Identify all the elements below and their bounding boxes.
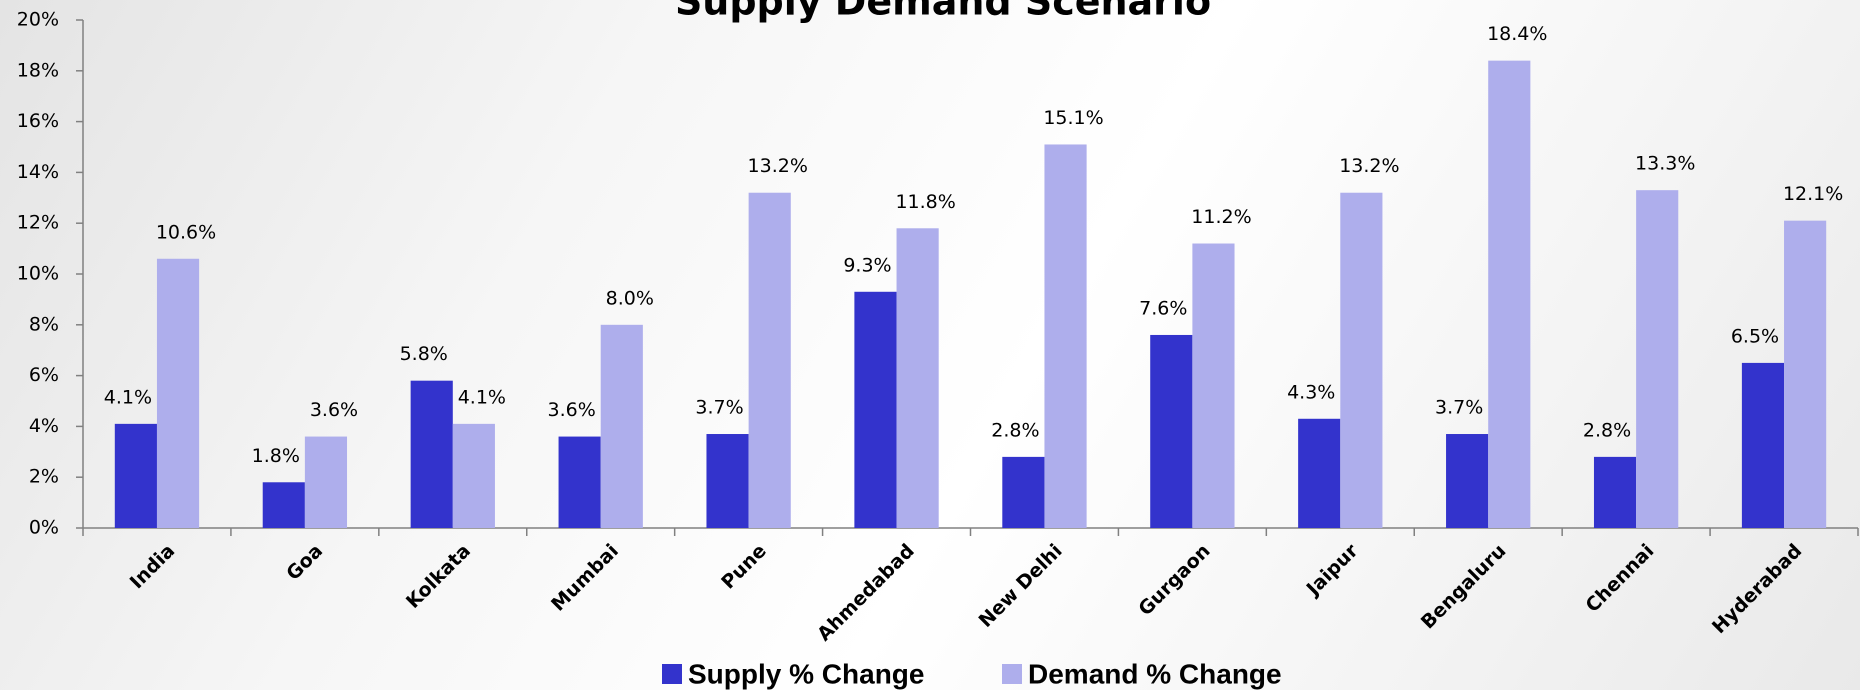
data-label: 11.2% <box>1191 206 1251 228</box>
legend-swatch <box>1002 664 1022 684</box>
bar <box>156 258 200 528</box>
y-tick-label: 16% <box>17 110 59 132</box>
data-label: 7.6% <box>1139 297 1187 319</box>
bar <box>1002 456 1045 528</box>
bar <box>1741 362 1785 528</box>
bar <box>1340 192 1383 528</box>
y-tick-label: 0% <box>29 517 59 539</box>
bar <box>1488 60 1531 528</box>
chart-title: Supply Demand Scenario <box>675 0 1211 24</box>
data-label: 13.2% <box>1339 155 1399 177</box>
data-label: 6.5% <box>1731 325 1779 347</box>
data-label: 12.1% <box>1783 183 1843 205</box>
data-label: 13.2% <box>748 155 808 177</box>
y-tick-label: 4% <box>29 415 59 437</box>
data-label: 4.3% <box>1287 381 1335 403</box>
y-tick-label: 14% <box>17 161 59 183</box>
x-tick-label: Goa <box>282 540 327 585</box>
bar <box>1636 190 1679 528</box>
bar <box>706 434 749 528</box>
bar <box>1784 220 1827 528</box>
bar <box>114 423 157 528</box>
bar <box>558 436 601 528</box>
bar <box>1150 334 1193 528</box>
y-tick-label: 10% <box>17 263 59 285</box>
bar <box>896 228 939 528</box>
data-label: 2.8% <box>991 419 1039 441</box>
data-label: 2.8% <box>1583 419 1631 441</box>
y-tick-label: 6% <box>29 364 59 386</box>
data-label: 15.1% <box>1043 107 1103 129</box>
bar <box>262 482 305 528</box>
y-tick-label: 18% <box>17 59 59 81</box>
x-tick-label: India <box>126 540 179 593</box>
data-label: 13.3% <box>1635 153 1695 175</box>
y-tick-label: 8% <box>29 313 59 335</box>
data-label: 9.3% <box>843 254 891 276</box>
data-label: 10.6% <box>156 221 216 243</box>
data-label: 4.1% <box>104 386 152 408</box>
data-label: 1.8% <box>252 445 300 467</box>
data-label: 18.4% <box>1487 23 1547 45</box>
x-tick-label: New Delhi <box>975 540 1067 632</box>
x-tick-label: Bengaluru <box>1417 540 1511 634</box>
x-tick-label: Kolkata <box>402 540 475 613</box>
y-tick-label: 12% <box>17 212 59 234</box>
data-label: 4.1% <box>458 386 506 408</box>
data-label: 3.6% <box>310 399 358 421</box>
y-tick-label: 2% <box>29 466 59 488</box>
bar <box>410 380 453 528</box>
bar <box>1593 456 1637 528</box>
bar <box>854 291 897 528</box>
bar <box>304 436 348 528</box>
x-tick-label: Pune <box>717 540 771 594</box>
data-label: 3.6% <box>547 399 595 421</box>
bar <box>1192 243 1235 528</box>
data-label: 3.7% <box>1435 397 1483 419</box>
x-tick-label: Mumbai <box>547 540 623 616</box>
x-tick-label: Hyderabad <box>1708 540 1806 638</box>
data-label: 5.8% <box>400 343 448 365</box>
legend-label: Demand % Change <box>1028 658 1282 689</box>
legend-label: Supply % Change <box>688 658 924 689</box>
data-label: 11.8% <box>895 191 955 213</box>
y-tick-label: 20% <box>17 9 59 31</box>
bar <box>1446 434 1489 528</box>
x-tick-label: Jaipur <box>1301 539 1363 601</box>
x-tick-label: Ahmedabad <box>813 540 919 646</box>
data-label: 3.7% <box>695 397 743 419</box>
legend-swatch <box>662 664 682 684</box>
data-label: 8.0% <box>606 287 654 309</box>
bar <box>452 423 495 528</box>
x-tick-label: Gurgaon <box>1134 540 1214 620</box>
bar <box>1298 418 1341 528</box>
bar <box>600 324 643 528</box>
bar <box>1044 144 1087 528</box>
bar <box>748 192 791 528</box>
x-tick-label: Chennai <box>1581 540 1658 617</box>
